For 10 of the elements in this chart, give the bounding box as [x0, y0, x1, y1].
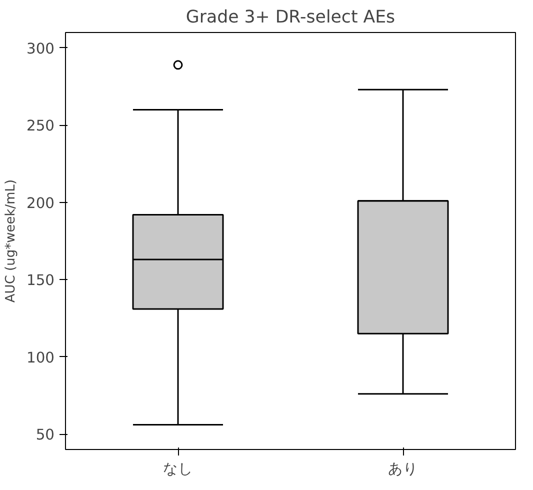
y-tick-label: 300 [26, 40, 55, 58]
y-tick-label: 150 [26, 272, 55, 290]
y-tick-label: 50 [36, 426, 55, 444]
y-tick-label: 100 [26, 349, 55, 366]
x-tick-label: あり [388, 460, 418, 478]
chart-title: Grade 3+ DR-select AEs [186, 8, 396, 28]
y-tick-label: 250 [26, 118, 55, 135]
y-tick-label: 200 [26, 194, 55, 212]
y-axis-title: AUC (ug*week/mL) [4, 179, 19, 303]
x-tick-label: なし [163, 460, 193, 478]
